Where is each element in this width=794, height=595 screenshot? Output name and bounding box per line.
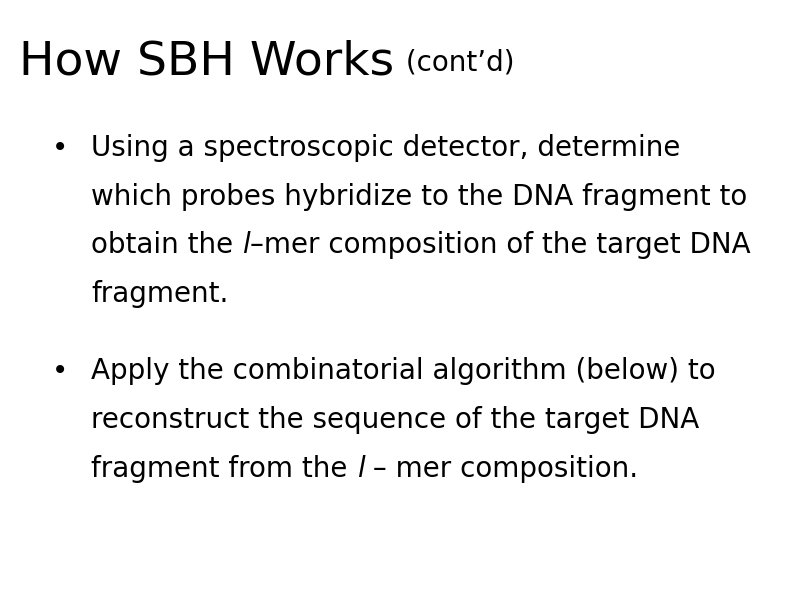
Text: How SBH Works (cont’d): How SBH Works (cont’d) <box>110 40 684 85</box>
Text: – mer composition.: – mer composition. <box>364 455 638 483</box>
Text: l: l <box>357 455 364 483</box>
Text: Apply the combinatorial algorithm (below) to: Apply the combinatorial algorithm (below… <box>91 357 716 385</box>
Text: l: l <box>242 231 250 259</box>
Text: •: • <box>52 357 67 385</box>
Text: •: • <box>52 134 67 162</box>
Text: How SBH Works: How SBH Works <box>20 40 395 85</box>
Text: (cont’d): (cont’d) <box>397 48 515 77</box>
Text: reconstruct the sequence of the target DNA: reconstruct the sequence of the target D… <box>91 406 700 434</box>
Text: –mer composition of the target DNA: –mer composition of the target DNA <box>250 231 750 259</box>
Text: fragment from the: fragment from the <box>91 455 357 483</box>
Text: which probes hybridize to the DNA fragment to: which probes hybridize to the DNA fragme… <box>91 183 748 211</box>
Text: fragment.: fragment. <box>91 280 229 308</box>
Text: obtain the: obtain the <box>91 231 242 259</box>
Text: Using a spectroscopic detector, determine: Using a spectroscopic detector, determin… <box>91 134 680 162</box>
